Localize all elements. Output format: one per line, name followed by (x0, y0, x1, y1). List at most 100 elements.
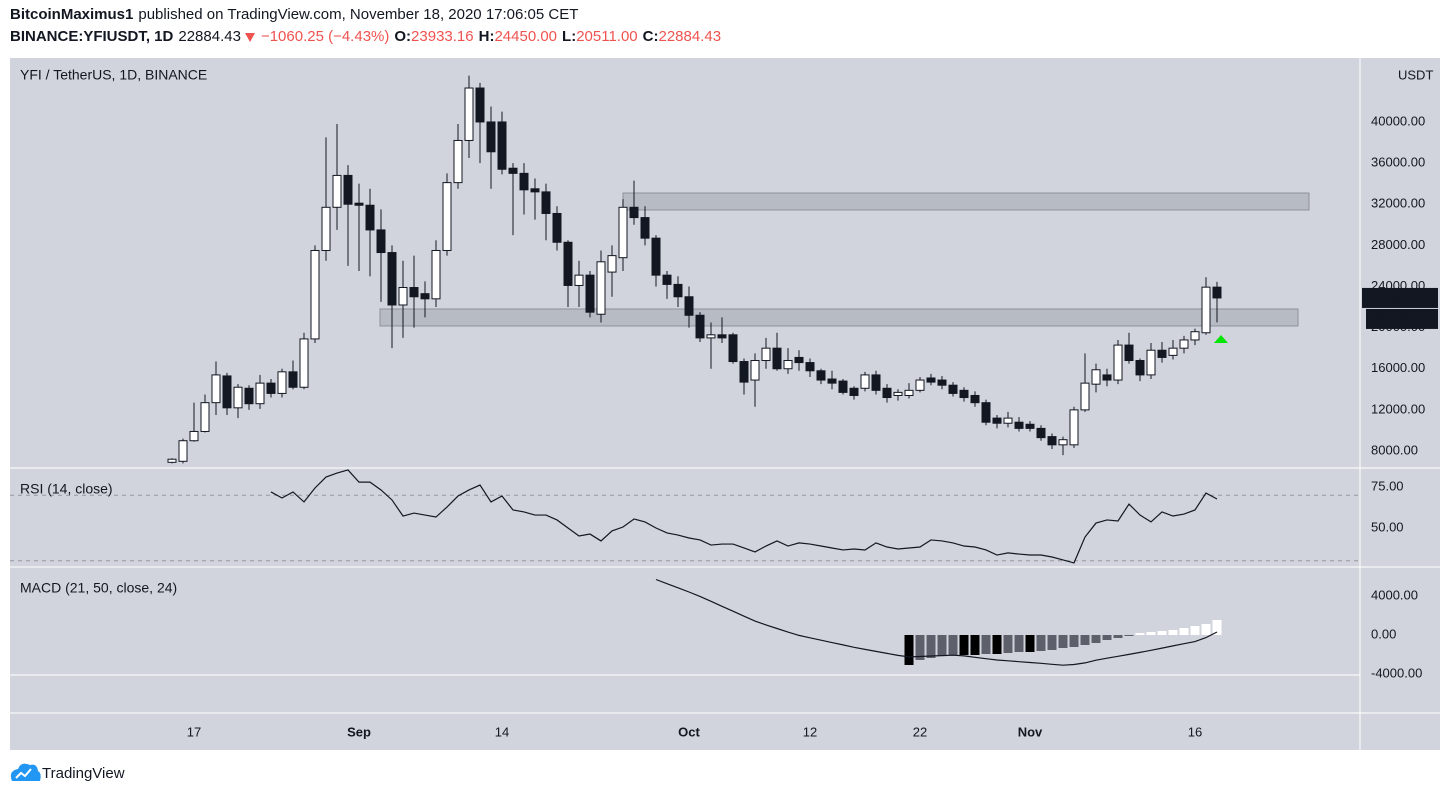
x-tick-label: 12 (803, 724, 817, 739)
candle-body (343, 174, 353, 205)
x-tick-label: 14 (495, 724, 509, 739)
candle-body (981, 402, 991, 423)
currency-label: USDT (1398, 67, 1433, 82)
candle-body (1025, 423, 1035, 429)
histogram-bar (937, 634, 947, 656)
candle-body (893, 391, 903, 396)
ohlc-key: H: (478, 28, 495, 45)
candle-body (211, 374, 221, 404)
histogram-bar (904, 634, 914, 665)
candle-body (596, 261, 606, 315)
brand-name: TradingView (42, 765, 125, 782)
candle-body (992, 417, 1002, 424)
last-price-box (1362, 287, 1438, 308)
histogram-bar (1003, 634, 1013, 653)
candle-body (948, 384, 958, 394)
candle-body (310, 249, 320, 340)
price-change: −1060.25 (−4.43%) (260, 28, 390, 45)
pane-title: MACD (21, 50, close, 24) (20, 580, 177, 596)
brand-logo (10, 763, 41, 781)
y-tick-label: 40000.00 (1371, 113, 1425, 128)
candle-body (937, 379, 947, 386)
candle-body (475, 87, 485, 123)
symbol: BINANCE:YFIUSDT, 1D (10, 28, 174, 45)
candle-body (970, 394, 980, 404)
candle-body (167, 458, 177, 463)
candle-body (453, 139, 463, 184)
candle-body (827, 378, 837, 384)
candle-body (1014, 421, 1024, 429)
plot-layer: 8000.0012000.0016000.0020000.0024000.002… (10, 67, 1438, 739)
candle-body (1091, 369, 1101, 385)
candle-body (794, 356, 804, 364)
candle-body (651, 237, 661, 276)
ohlc-value: 20511.00 (576, 28, 638, 45)
histogram-bar (915, 634, 925, 660)
candle-body (530, 188, 540, 193)
resistance-zone (379, 308, 1299, 327)
candle-body (365, 204, 375, 231)
candle-body (541, 191, 551, 214)
candle-body (442, 182, 452, 251)
resistance-zone (622, 192, 1310, 211)
ohlc-value: 24450.00 (494, 28, 558, 45)
ohlc-key: C: (642, 28, 659, 45)
histogram-bar (948, 634, 958, 655)
histogram-bar (1025, 634, 1035, 652)
y-tick-label: 50.00 (1371, 519, 1404, 534)
candle-body (398, 287, 408, 306)
indicator-line (270, 469, 1218, 564)
histogram-bar (1157, 630, 1167, 635)
candle-body (959, 389, 969, 399)
ohlc-key: L: (562, 28, 577, 45)
x-tick-label: 16 (1188, 724, 1202, 739)
histogram-bar (981, 634, 991, 654)
countdown-box (1366, 308, 1438, 329)
candle-body (1190, 331, 1200, 341)
rsi-plot (10, 469, 1360, 564)
x-tick-label: Oct (678, 724, 700, 739)
histogram-bar (1080, 634, 1090, 645)
candle-body (486, 121, 496, 153)
candle-body (508, 167, 518, 174)
candle-body (288, 371, 298, 388)
candle-body (431, 249, 441, 300)
histogram-bar (1069, 634, 1079, 647)
candle-body (1168, 347, 1178, 356)
candle-body (926, 377, 936, 383)
y-tick-label: 36000.00 (1371, 155, 1425, 170)
candle-body (1157, 349, 1167, 358)
candle-body (200, 402, 210, 432)
pane-title: RSI (14, close) (20, 481, 113, 497)
candle-body (640, 217, 650, 239)
candle-body (1146, 349, 1156, 376)
y-tick-label: 32000.00 (1371, 196, 1425, 211)
x-tick-label: Sep (347, 724, 371, 739)
candle-body (222, 375, 232, 409)
candle-body (629, 206, 639, 219)
candle-body (266, 382, 276, 394)
candle-body (332, 174, 342, 208)
histogram-bar (1212, 620, 1222, 635)
last-price-label: 22884.43 (1371, 289, 1430, 305)
candle-body (354, 202, 364, 206)
y-tick-label: 28000.00 (1371, 237, 1425, 252)
candle-body (706, 334, 716, 339)
histogram-bar (1190, 625, 1200, 635)
x-tick-label: Nov (1018, 724, 1043, 739)
candle-body (607, 255, 617, 273)
candle-body (1036, 427, 1046, 439)
histogram-bar (1047, 634, 1057, 650)
macd-plot (655, 578, 1222, 666)
header-line-1: BitcoinMaximus1 published on TradingView… (10, 6, 578, 23)
price-plot (167, 75, 1310, 464)
candle-body (1135, 360, 1145, 376)
candle-body (1102, 374, 1112, 381)
indicator-line (655, 578, 1218, 666)
candle-body (871, 374, 881, 391)
candle-body (915, 379, 925, 391)
signal-arrow (1214, 335, 1228, 343)
candle-body (277, 371, 287, 394)
